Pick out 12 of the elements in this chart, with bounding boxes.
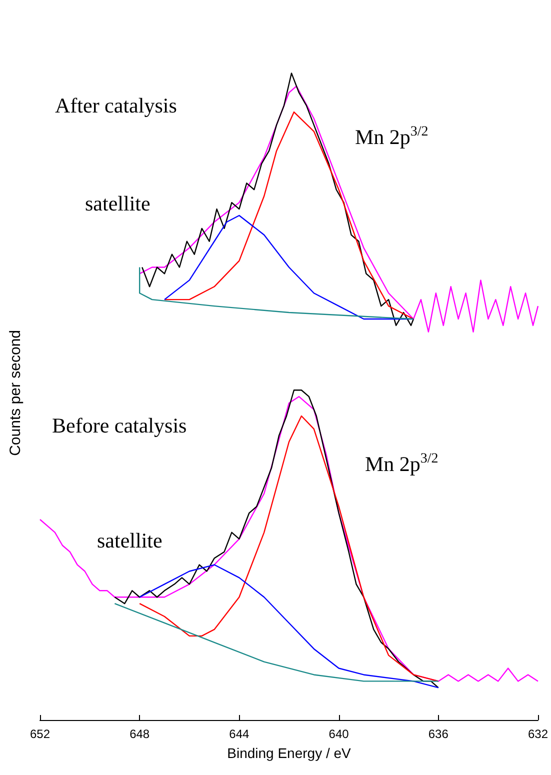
y-axis-title: Counts per second	[7, 330, 24, 456]
x-tick-label: 636	[428, 727, 449, 741]
annotation: After catalysis	[55, 94, 177, 118]
x-tick-label: 632	[528, 727, 548, 741]
x-axis-title: Binding Energy / eV	[227, 745, 352, 761]
annotation: satellite	[85, 192, 150, 216]
x-tick-label: 644	[229, 727, 250, 741]
annotation: Before catalysis	[52, 414, 187, 438]
annotation: satellite	[97, 528, 162, 552]
x-tick-label: 652	[30, 727, 50, 741]
x-tick-label: 648	[130, 727, 150, 741]
x-tick-label: 640	[328, 727, 350, 741]
